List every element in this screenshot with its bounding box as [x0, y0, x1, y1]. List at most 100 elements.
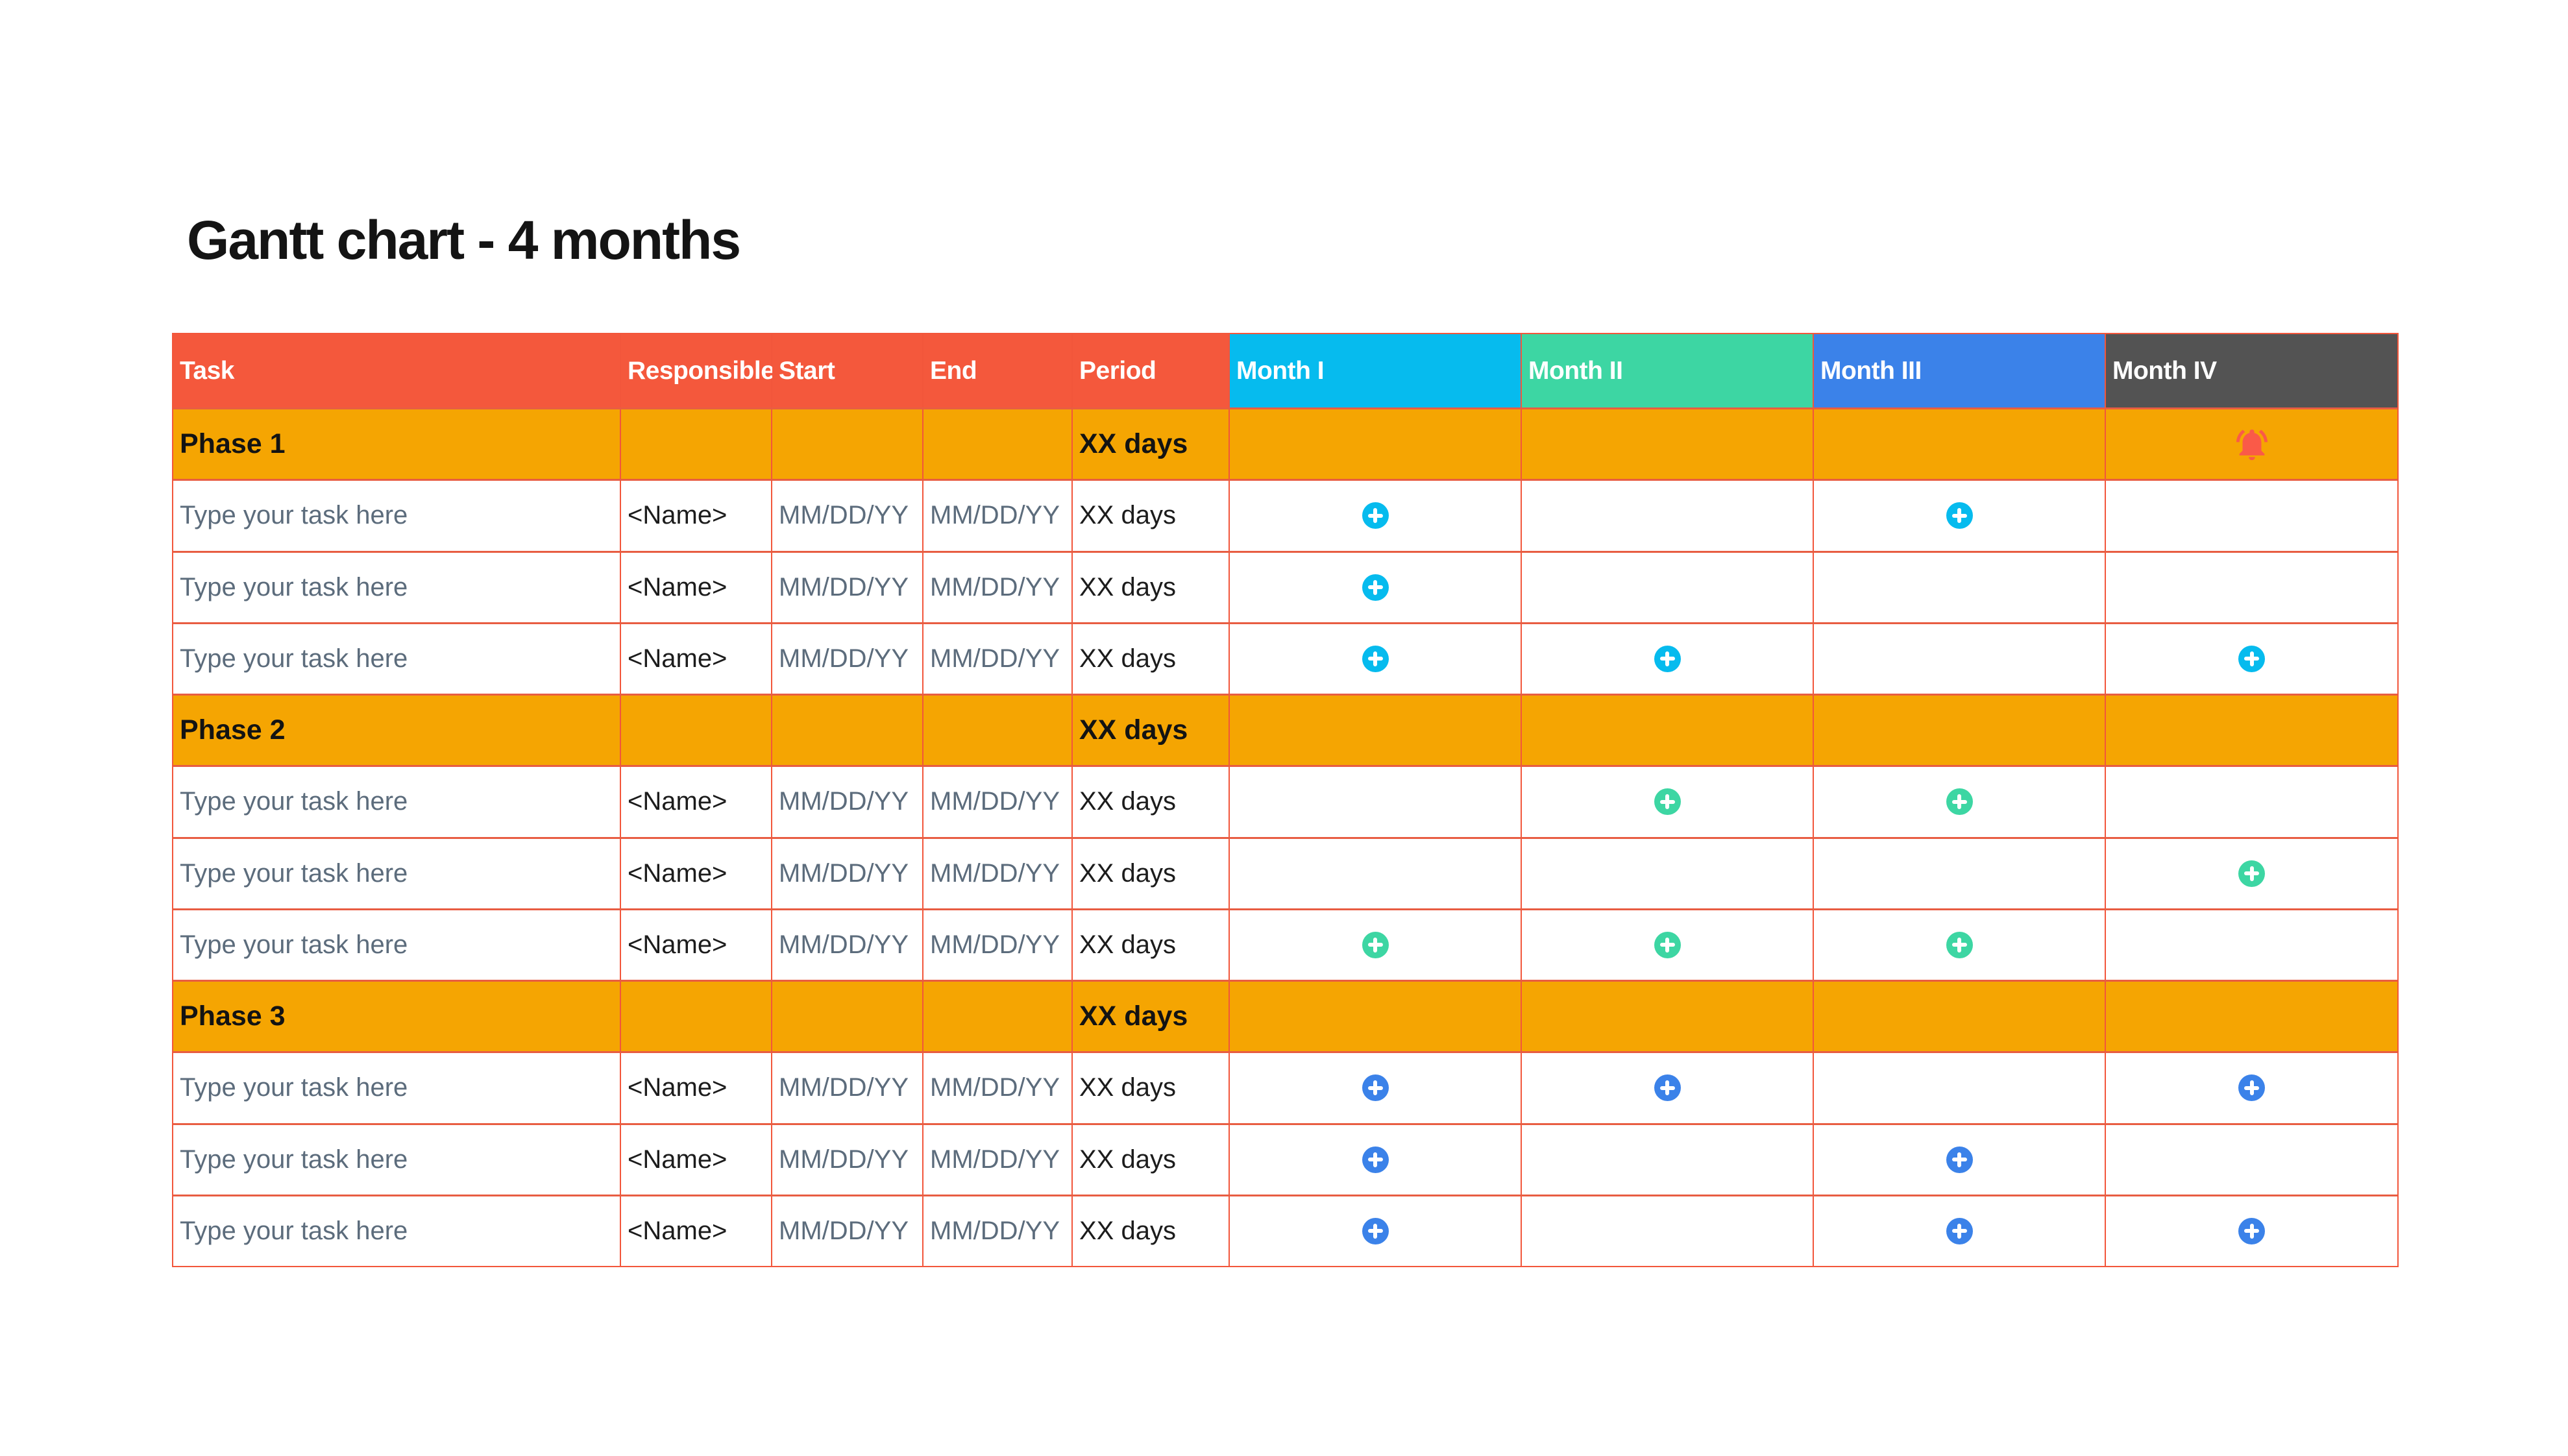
plus-icon[interactable]: [1362, 1217, 1389, 1244]
end-date-cell[interactable]: MM/DD/YY: [923, 1196, 1073, 1266]
cell-text: Type your task here: [180, 1073, 408, 1102]
month1-cell: [1230, 481, 1522, 551]
plus-icon[interactable]: [1946, 1217, 1973, 1244]
cell-text: Type your task here: [180, 501, 408, 530]
month4-cell: [2106, 624, 2397, 694]
task-row: Type your task here <Name> MM/DD/YY MM/DD/Y…: [173, 908, 2397, 980]
task-name-cell[interactable]: Type your task here: [173, 552, 621, 622]
responsible-cell[interactable]: <Name>: [621, 910, 772, 980]
period-cell[interactable]: XX days: [1073, 767, 1230, 837]
month4-cell: [2106, 1053, 2397, 1122]
cell-text: XX days: [1079, 930, 1176, 959]
plus-icon[interactable]: [1362, 645, 1389, 672]
month4-cell: [2106, 481, 2397, 550]
month1-cell: [1230, 1124, 1522, 1195]
period-cell[interactable]: XX days: [1073, 1053, 1230, 1123]
start-date-cell[interactable]: MM/DD/YY: [772, 910, 923, 980]
cell-text: <Name>: [628, 930, 728, 959]
start-date-cell[interactable]: MM/DD/YY: [772, 838, 923, 908]
phase-start-date-cell: [772, 696, 923, 766]
month2-cell: [1522, 409, 1814, 479]
start-date-cell[interactable]: MM/DD/YY: [772, 1124, 923, 1195]
end-date-cell[interactable]: MM/DD/YY: [923, 624, 1073, 694]
month3-cell: [1814, 624, 2106, 694]
month4-cell: [2106, 409, 2397, 479]
responsible-cell[interactable]: <Name>: [621, 838, 772, 908]
phase-period-cell: XX days: [1073, 409, 1230, 479]
phase-task-name-cell: Phase 3: [173, 982, 621, 1052]
period-cell[interactable]: XX days: [1073, 624, 1230, 694]
plus-icon[interactable]: [1654, 645, 1681, 672]
task-name-cell[interactable]: Type your task here: [173, 1053, 621, 1123]
period-cell[interactable]: XX days: [1073, 552, 1230, 622]
plus-icon[interactable]: [1654, 931, 1681, 958]
column-header-end: End: [923, 334, 1073, 407]
start-date-cell[interactable]: MM/DD/YY: [772, 1196, 923, 1266]
responsible-cell[interactable]: <Name>: [621, 1124, 772, 1195]
period-cell[interactable]: XX days: [1073, 1124, 1230, 1195]
plus-icon[interactable]: [1362, 1146, 1389, 1173]
start-date-cell[interactable]: MM/DD/YY: [772, 552, 923, 622]
cell-text: XX days: [1079, 1001, 1188, 1032]
end-date-cell[interactable]: MM/DD/YY: [923, 552, 1073, 622]
responsible-cell[interactable]: <Name>: [621, 767, 772, 837]
responsible-cell[interactable]: <Name>: [621, 552, 772, 622]
plus-icon[interactable]: [1362, 574, 1389, 601]
column-header-start: Start: [772, 334, 923, 407]
task-name-cell[interactable]: Type your task here: [173, 1196, 621, 1266]
plus-icon[interactable]: [1362, 931, 1389, 958]
period-cell[interactable]: XX days: [1073, 1196, 1230, 1266]
cell-text: MM/DD/YY: [779, 572, 909, 601]
plus-icon[interactable]: [1946, 788, 1973, 816]
plus-icon[interactable]: [1654, 788, 1681, 816]
end-date-cell[interactable]: MM/DD/YY: [923, 481, 1073, 551]
start-date-cell[interactable]: MM/DD/YY: [772, 767, 923, 837]
column-header-label: Month IV: [2112, 356, 2217, 385]
period-cell[interactable]: XX days: [1073, 838, 1230, 908]
start-date-cell[interactable]: MM/DD/YY: [772, 624, 923, 694]
task-name-cell[interactable]: Type your task here: [173, 910, 621, 980]
month2-cell: [1522, 1196, 1814, 1266]
plus-icon[interactable]: [1946, 502, 1973, 529]
period-cell[interactable]: XX days: [1073, 910, 1230, 980]
cell-text: <Name>: [628, 1145, 728, 1174]
cell-text: Type your task here: [180, 930, 408, 959]
plus-icon[interactable]: [1362, 502, 1389, 529]
cell-text: MM/DD/YY: [930, 644, 1060, 673]
end-date-cell[interactable]: MM/DD/YY: [923, 767, 1073, 837]
end-date-cell[interactable]: MM/DD/YY: [923, 1124, 1073, 1195]
task-name-cell[interactable]: Type your task here: [173, 1124, 621, 1195]
end-date-cell[interactable]: MM/DD/YY: [923, 910, 1073, 980]
month1-cell: [1230, 838, 1522, 908]
task-name-cell[interactable]: Type your task here: [173, 838, 621, 908]
column-header-label: Month III: [1820, 356, 1922, 385]
responsible-cell[interactable]: <Name>: [621, 1196, 772, 1266]
start-date-cell[interactable]: MM/DD/YY: [772, 1053, 923, 1123]
responsible-cell[interactable]: <Name>: [621, 481, 772, 551]
cell-text: Phase 3: [180, 1001, 286, 1032]
task-name-cell[interactable]: Type your task here: [173, 624, 621, 694]
task-name-cell[interactable]: Type your task here: [173, 481, 621, 551]
plus-icon[interactable]: [1946, 1146, 1973, 1173]
responsible-cell[interactable]: <Name>: [621, 1053, 772, 1123]
plus-icon[interactable]: [1654, 1074, 1681, 1102]
cell-text: <Name>: [628, 1216, 728, 1245]
plus-icon[interactable]: [2238, 1074, 2265, 1102]
month1-cell: [1230, 624, 1522, 694]
plus-icon[interactable]: [1946, 931, 1973, 958]
cell-text: Type your task here: [180, 787, 408, 816]
end-date-cell[interactable]: MM/DD/YY: [923, 1053, 1073, 1123]
phase-row: Phase 2 XX days: [173, 694, 2397, 766]
end-date-cell[interactable]: MM/DD/YY: [923, 838, 1073, 908]
period-cell[interactable]: XX days: [1073, 481, 1230, 551]
task-name-cell[interactable]: Type your task here: [173, 767, 621, 837]
plus-icon[interactable]: [1362, 1074, 1389, 1102]
header-row: Task Responsible Start End Period Month I Mont…: [173, 334, 2397, 407]
responsible-cell[interactable]: <Name>: [621, 624, 772, 694]
plus-icon[interactable]: [2238, 645, 2265, 672]
column-header-task: Task: [173, 334, 621, 407]
cell-text: Type your task here: [180, 572, 408, 601]
start-date-cell[interactable]: MM/DD/YY: [772, 481, 923, 551]
plus-icon[interactable]: [2238, 1217, 2265, 1244]
plus-icon[interactable]: [2238, 860, 2265, 887]
